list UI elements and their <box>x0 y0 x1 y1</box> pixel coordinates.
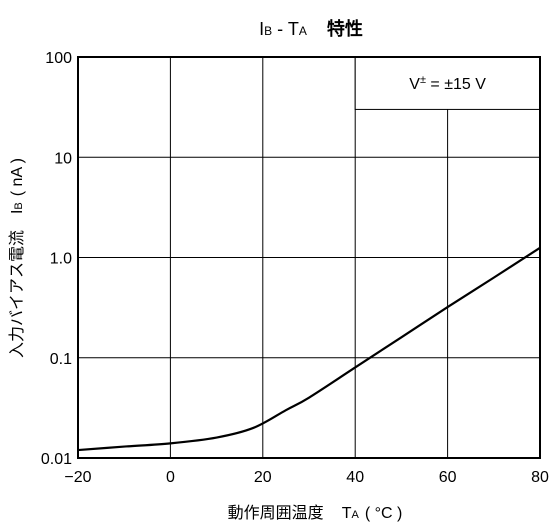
y-tick-label: 0.1 <box>50 351 72 368</box>
legend-value: = ±15 V <box>426 76 486 93</box>
x-tick-label: 40 <box>346 469 364 486</box>
x-tick-label: 60 <box>439 469 457 486</box>
x-axis-label-unit: ( °C ) <box>365 505 403 522</box>
y-tick-labels: 0.01 0.1 1.0 10 100 <box>41 50 72 468</box>
title-separator: - T <box>272 19 299 39</box>
y-axis-label-japanese: 入力バイアス電流 <box>8 230 26 358</box>
legend-superscript: ± <box>420 74 426 86</box>
y-tick-label: 1.0 <box>50 251 72 268</box>
x-tick-labels: −20 0 20 40 60 80 <box>64 469 549 486</box>
x-axis-label: 動作周囲温度 TA ( °C ) <box>228 504 403 522</box>
y-axis-label-symbol: I <box>9 210 26 214</box>
legend-box-border <box>354 56 541 110</box>
title-symbol-subscript: B <box>264 24 272 38</box>
y-tick-label: 0.01 <box>41 451 72 468</box>
x-tick-label: 80 <box>531 469 549 486</box>
title-symbol: I <box>259 19 264 39</box>
x-tick-label: 0 <box>166 469 175 486</box>
x-tick-label: 20 <box>254 469 272 486</box>
y-tick-label: 100 <box>45 50 72 67</box>
legend-text: V± = ±15 V <box>409 74 486 93</box>
x-axis-label-symbol: T <box>342 505 352 522</box>
x-axis-label-symbol-subscript: A <box>351 509 359 521</box>
y-axis-label-unit: ( nA ) <box>9 158 26 196</box>
plot-frame <box>77 56 541 459</box>
chart-title: IB - TA 特性 <box>259 18 363 39</box>
legend-box: V± = ±15 V <box>354 56 541 110</box>
y-axis-label: 入力バイアス電流 IB ( nA ) <box>8 158 26 358</box>
y-tick-label: 10 <box>54 150 72 167</box>
legend-symbol: V <box>409 76 420 93</box>
title-japanese: 特性 <box>327 18 363 39</box>
series-line <box>77 246 541 452</box>
title-separator-subscript: A <box>299 24 307 38</box>
x-axis-label-japanese: 動作周囲温度 <box>228 504 324 522</box>
y-axis-label-symbol-subscript: B <box>13 202 25 209</box>
x-tick-label: −20 <box>64 469 91 486</box>
